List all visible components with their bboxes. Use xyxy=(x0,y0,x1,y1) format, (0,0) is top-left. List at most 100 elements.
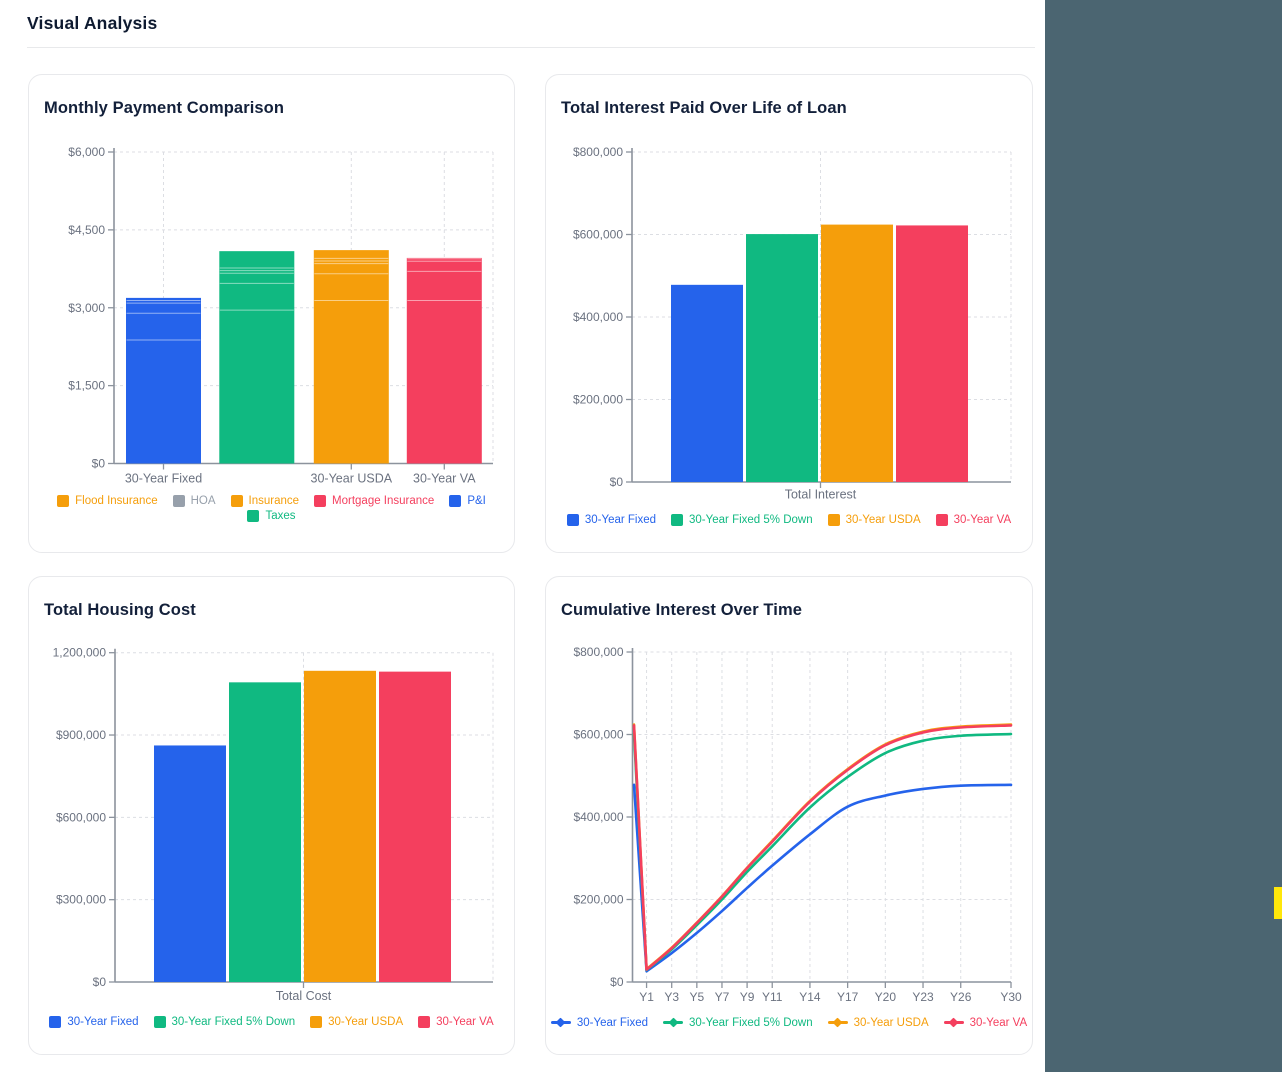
svg-text:$200,000: $200,000 xyxy=(573,393,623,407)
svg-text:$800,000: $800,000 xyxy=(573,645,623,659)
svg-text:Y3: Y3 xyxy=(664,990,679,1004)
chart-title: Cumulative Interest Over Time xyxy=(561,601,803,619)
legend-label: Mortgage Insurance xyxy=(332,495,435,507)
svg-text:Y23: Y23 xyxy=(912,990,934,1004)
legend-item[interactable]: 30-Year USDA xyxy=(827,514,921,526)
legend-swatch-icon xyxy=(935,514,948,526)
chart-legend: 30-Year Fixed 30-Year Fixed 5% Down 30-Yea… xyxy=(546,514,1032,526)
page-title: Visual Analysis xyxy=(27,13,158,33)
legend-item[interactable]: 30-Year Fixed xyxy=(550,1016,649,1029)
legend-swatch-icon xyxy=(49,1016,62,1028)
svg-text:$6,000: $6,000 xyxy=(68,145,105,159)
legend-swatch-icon xyxy=(172,495,185,507)
svg-text:$0: $0 xyxy=(610,475,624,489)
legend-line-marker-icon xyxy=(663,1016,684,1029)
svg-text:$4,500: $4,500 xyxy=(68,223,105,237)
chart-legend: 30-Year Fixed 30-Year Fixed 5% Down 30-Yea… xyxy=(546,1016,1032,1029)
legend-label: Insurance xyxy=(248,495,300,507)
legend-item[interactable]: 30-Year VA xyxy=(943,1016,1028,1029)
legend-label: 30-Year VA xyxy=(953,514,1012,526)
svg-text:Y11: Y11 xyxy=(762,990,783,1004)
legend-item[interactable]: 30-Year USDA xyxy=(310,1016,403,1028)
legend-label: Taxes xyxy=(265,510,296,522)
legend-row: 30-Year Fixed 30-Year Fixed 5% Down 30-Yea… xyxy=(550,1016,1028,1029)
legend-swatch-icon xyxy=(247,510,260,522)
chart-legend: Flood Insurance HOA Insurance Mortgage Insu… xyxy=(29,495,514,522)
legend-item[interactable]: P&I xyxy=(449,495,486,507)
legend-swatch-icon xyxy=(827,514,840,526)
legend-swatch-icon xyxy=(310,1016,323,1028)
legend-item[interactable]: 30-Year USDA xyxy=(827,1016,929,1029)
legend-item[interactable]: Flood Insurance xyxy=(57,495,158,507)
svg-text:$400,000: $400,000 xyxy=(573,810,623,824)
svg-text:Total Cost: Total Cost xyxy=(276,989,332,1003)
svg-text:$600,000: $600,000 xyxy=(573,228,623,242)
legend-item[interactable]: 30-Year Fixed xyxy=(566,514,657,526)
legend-label: 30-Year Fixed xyxy=(576,1016,649,1029)
svg-text:30-Year USDA: 30-Year USDA xyxy=(311,472,393,486)
legend-swatch-icon xyxy=(57,495,70,507)
legend-item[interactable]: Taxes xyxy=(247,510,296,522)
chart-card-cumulative-interest: Cumulative Interest Over Time $800,000 $6… xyxy=(545,576,1033,1055)
svg-text:$300,000: $300,000 xyxy=(56,893,106,907)
legend-label: 30-Year VA xyxy=(436,1016,494,1028)
monthly-payment-chart-canvas: $6,000 $4,500 $3,000 $1,500 $0 30-Year Fixed 3… xyxy=(68,145,494,486)
legend-item[interactable]: 30-Year Fixed xyxy=(49,1016,139,1028)
legend-label: 30-Year VA xyxy=(969,1016,1028,1029)
svg-text:Y14: Y14 xyxy=(799,990,821,1004)
legend-swatch-icon xyxy=(449,495,462,507)
legend-item[interactable]: 30-Year VA xyxy=(935,514,1012,526)
scroll-position-marker[interactable] xyxy=(1274,887,1282,919)
legend-item[interactable]: 30-Year Fixed 5% Down xyxy=(663,1016,813,1029)
legend-line-marker-icon xyxy=(943,1016,964,1029)
total-housing-cost-chart-canvas: 1,200,000 $900,000 $600,000 $300,000 $0 Total… xyxy=(53,646,494,1003)
legend-item[interactable]: 30-Year VA xyxy=(418,1016,494,1028)
legend-swatch-icon xyxy=(314,495,327,507)
legend-row: 30-Year Fixed 30-Year Fixed 5% Down 30-Yea… xyxy=(49,1016,494,1028)
svg-text:$900,000: $900,000 xyxy=(56,728,106,742)
side-panel xyxy=(1045,0,1282,1072)
legend-row: Taxes xyxy=(247,510,296,522)
svg-text:Y5: Y5 xyxy=(689,990,704,1004)
legend-item[interactable]: 30-Year Fixed 5% Down xyxy=(671,514,813,526)
legend-line-marker-icon xyxy=(550,1016,571,1029)
legend-swatch-icon xyxy=(566,514,579,526)
chart-legend: 30-Year Fixed 30-Year Fixed 5% Down 30-Yea… xyxy=(29,1016,514,1028)
svg-text:30-Year Fixed: 30-Year Fixed xyxy=(125,472,202,486)
legend-label: 30-Year Fixed 5% Down xyxy=(689,514,813,526)
svg-text:Y26: Y26 xyxy=(950,990,972,1004)
legend-item[interactable]: Mortgage Insurance xyxy=(314,495,434,507)
legend-row: Flood Insurance HOA Insurance Mortgage Insu… xyxy=(57,495,486,507)
legend-label: 30-Year Fixed xyxy=(67,1016,139,1028)
svg-text:$0: $0 xyxy=(610,975,624,989)
legend-label: P&I xyxy=(467,495,486,507)
svg-text:Y30: Y30 xyxy=(1000,990,1022,1004)
legend-label: 30-Year USDA xyxy=(328,1016,404,1028)
legend-swatch-icon xyxy=(153,1016,166,1028)
legend-label: 30-Year Fixed xyxy=(584,514,657,526)
chart-card-total-housing-cost: Total Housing Cost 1,200,000 $900,000 $600… xyxy=(28,576,515,1055)
svg-text:$0: $0 xyxy=(92,457,106,471)
svg-text:$800,000: $800,000 xyxy=(573,145,623,159)
svg-text:1,200,000: 1,200,000 xyxy=(53,646,107,660)
chart-title: Monthly Payment Comparison xyxy=(44,99,285,117)
legend-label: 30-Year Fixed 5% Down xyxy=(689,1016,813,1029)
legend-item[interactable]: Insurance xyxy=(230,495,300,507)
legend-swatch-icon xyxy=(671,514,684,526)
svg-text:Y9: Y9 xyxy=(740,990,755,1004)
legend-item[interactable]: HOA xyxy=(172,495,216,507)
legend-item[interactable]: 30-Year Fixed 5% Down xyxy=(153,1016,295,1028)
legend-label: 30-Year USDA xyxy=(845,514,921,526)
svg-text:Y7: Y7 xyxy=(715,990,730,1004)
svg-text:30-Year VA: 30-Year VA xyxy=(413,472,476,486)
legend-label: Flood Insurance xyxy=(75,495,158,507)
svg-text:$600,000: $600,000 xyxy=(573,728,623,742)
svg-text:$400,000: $400,000 xyxy=(573,310,623,324)
chart-card-monthly-payment: Monthly Payment Comparison $6,000 $4,500 $… xyxy=(28,74,515,553)
svg-text:Y1: Y1 xyxy=(639,990,654,1004)
legend-label: HOA xyxy=(190,495,216,507)
svg-text:$0: $0 xyxy=(93,975,107,989)
cumulative-interest-chart-canvas: $800,000 $600,000 $400,000 $200,000 $0 Y1 Y3 Y5… xyxy=(573,645,1022,1004)
charts-grid: Monthly Payment Comparison $6,000 $4,500 $… xyxy=(28,74,1033,1055)
svg-text:$200,000: $200,000 xyxy=(573,893,623,907)
